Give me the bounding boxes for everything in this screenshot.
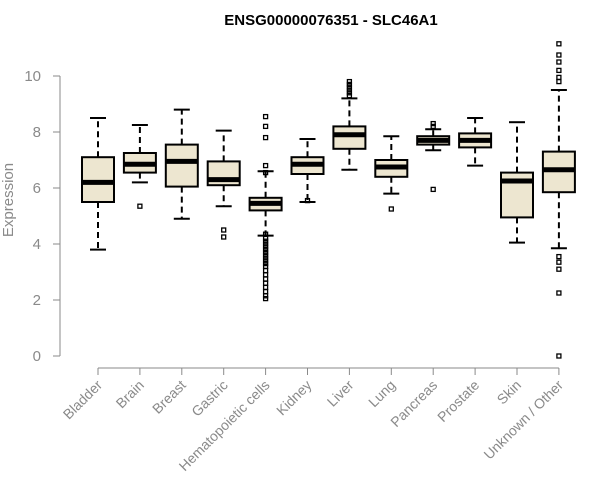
outlier-point <box>556 59 562 65</box>
outlier-point <box>346 87 353 93</box>
outlier-point <box>346 81 353 88</box>
outlier-point <box>262 260 269 267</box>
outlier-point <box>262 113 269 120</box>
outlier-point <box>221 234 227 240</box>
box-iqr <box>81 156 115 203</box>
y-tick-label: 8 <box>33 124 41 141</box>
outlier-point <box>262 238 269 244</box>
outlier-point <box>262 169 269 176</box>
box-group <box>122 124 157 209</box>
plot-area <box>81 41 576 359</box>
outlier-point <box>346 78 353 85</box>
outlier-point <box>262 241 269 247</box>
outlier-point <box>346 90 353 96</box>
outlier-point <box>556 74 562 81</box>
outlier-point <box>262 134 269 141</box>
box-group <box>206 129 241 240</box>
outlier-point <box>262 255 269 261</box>
outlier-point <box>556 353 562 359</box>
outlier-point <box>262 280 269 286</box>
outlier-point <box>262 293 269 299</box>
outlier-point <box>346 92 353 99</box>
box-group <box>164 108 199 220</box>
x-tick-label: Lung <box>365 377 398 410</box>
box-group <box>290 138 325 204</box>
box-group <box>332 78 367 171</box>
box-group <box>374 135 409 212</box>
outlier-point <box>262 244 269 250</box>
box-group <box>416 120 451 193</box>
outlier-point <box>262 267 269 274</box>
outlier-point <box>262 295 269 302</box>
box-group <box>81 117 115 251</box>
outlier-point <box>556 67 562 74</box>
y-tick-label: 2 <box>33 292 41 309</box>
outlier-point <box>262 276 269 282</box>
outlier-point <box>346 84 353 90</box>
outlier-point <box>262 162 269 169</box>
outlier-point <box>556 259 562 265</box>
outlier-point <box>262 235 269 242</box>
y-tick-label: 10 <box>24 68 41 85</box>
outlier-point <box>262 252 269 258</box>
box-group <box>500 121 534 244</box>
x-tick-label: Prostate <box>434 377 482 425</box>
y-tick-label: 6 <box>33 180 41 197</box>
y-axis-label: Expression <box>0 163 17 237</box>
outlier-point <box>556 78 562 85</box>
outlier-point <box>430 186 436 193</box>
chart-title: ENSG00000076351 - SLC46A1 <box>224 12 437 29</box>
box-group <box>248 113 283 302</box>
outlier-point <box>556 290 562 296</box>
x-tick-label: Pancreas <box>387 377 440 430</box>
x-tick-label: Unknown / Other <box>480 377 566 463</box>
outlier-point <box>262 249 269 256</box>
outlier-point <box>556 41 562 47</box>
outlier-point <box>221 227 227 233</box>
y-tick-label: 4 <box>33 236 41 253</box>
x-tick-label: Bladder <box>60 377 106 423</box>
box-iqr <box>164 143 199 188</box>
outlier-point <box>304 197 311 204</box>
x-tick-label: Kidney <box>273 377 315 419</box>
outlier-point <box>137 203 143 209</box>
y-tick-label: 0 <box>33 348 41 365</box>
outlier-point <box>262 263 269 270</box>
y-axis: 0 2 4 6 8 10 <box>24 68 61 365</box>
outlier-point <box>430 123 436 130</box>
outlier-point <box>262 246 269 253</box>
x-tick-label: Breast <box>149 377 189 417</box>
box-group <box>458 117 493 167</box>
box-iqr <box>332 125 367 150</box>
outlier-point <box>262 284 269 291</box>
box-group <box>541 41 576 359</box>
x-tick-label: Brain <box>113 377 147 411</box>
outlier-point <box>262 272 269 278</box>
x-tick-label: Liver <box>324 377 357 410</box>
x-tick-label: Skin <box>494 377 525 408</box>
outlier-point <box>262 123 269 130</box>
outlier-point <box>262 258 269 264</box>
outlier-point <box>556 52 562 58</box>
outlier-point <box>556 253 562 260</box>
outlier-point <box>556 266 562 272</box>
outlier-point <box>430 120 436 127</box>
outlier-point <box>262 288 269 295</box>
outlier-point <box>388 206 394 212</box>
